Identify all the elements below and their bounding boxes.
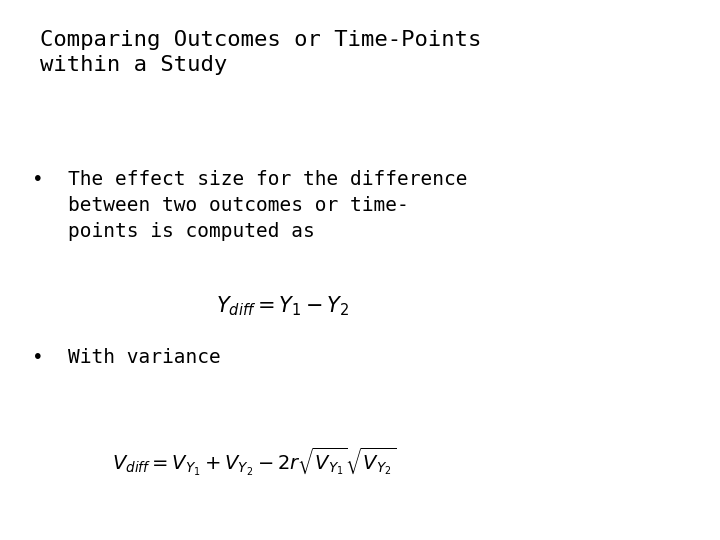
Text: $V_{diff} = V_{Y_1} + V_{Y_2} - 2r\sqrt{V_{Y_1}}\sqrt{V_{Y_2}}$: $V_{diff} = V_{Y_1} + V_{Y_2} - 2r\sqrt{… (112, 446, 395, 478)
Text: Comparing Outcomes or Time-Points
within a Study: Comparing Outcomes or Time-Points within… (40, 30, 481, 75)
Text: •: • (32, 170, 44, 189)
Text: With variance: With variance (68, 348, 221, 367)
Text: $Y_{diff} = Y_1 - Y_2$: $Y_{diff} = Y_1 - Y_2$ (216, 294, 349, 318)
Text: The effect size for the difference
between two outcomes or time-
points is compu: The effect size for the difference betwe… (68, 170, 468, 241)
Text: •: • (32, 348, 44, 367)
